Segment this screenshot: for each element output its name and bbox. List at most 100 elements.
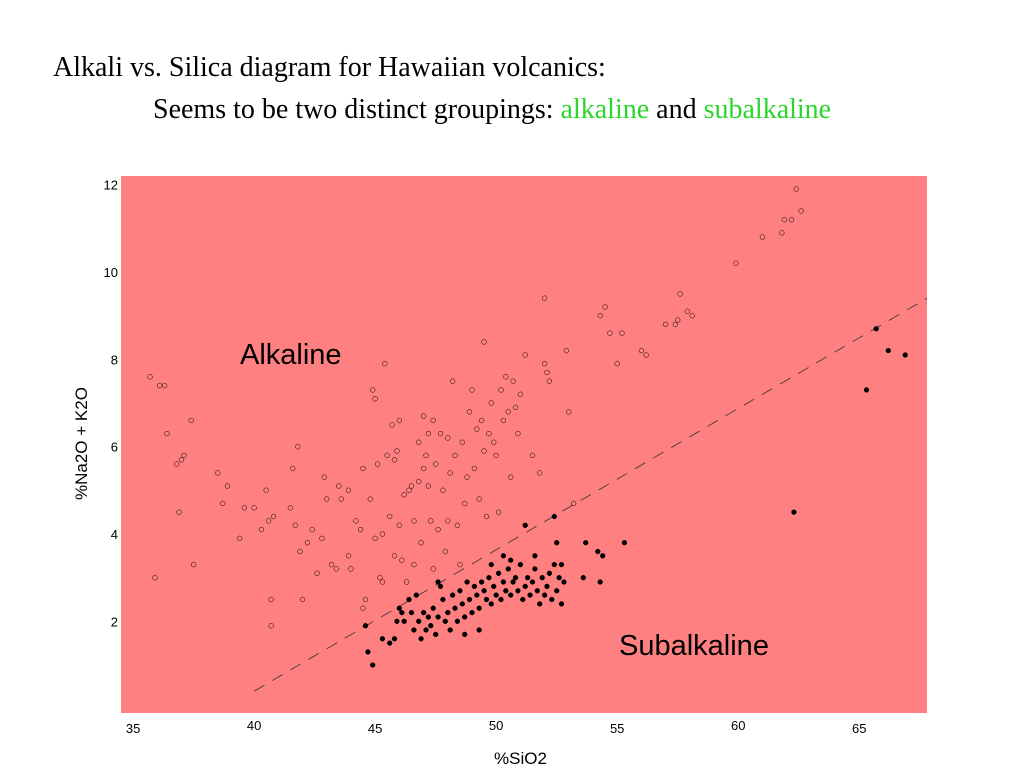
y-tick-label: 6 bbox=[111, 440, 118, 455]
scatter-points-group bbox=[147, 186, 908, 668]
alkaline-point bbox=[420, 465, 427, 472]
alkaline-point bbox=[321, 474, 327, 480]
alkaline-point bbox=[406, 487, 412, 493]
alkaline-point bbox=[607, 330, 613, 336]
alkaline-point bbox=[297, 548, 303, 555]
subalkaline-point bbox=[399, 609, 405, 616]
y-tick-label: 8 bbox=[111, 352, 118, 367]
subalkaline-point bbox=[481, 588, 487, 594]
alkaline-point bbox=[345, 487, 352, 493]
title-subalkaline-word: subalkaline bbox=[703, 94, 832, 125]
alkaline-point bbox=[401, 492, 407, 498]
subalkaline-point bbox=[435, 614, 441, 620]
alkaline-point bbox=[430, 566, 436, 572]
subalkaline-point bbox=[539, 575, 545, 581]
title-alkaline-word: alkaline bbox=[560, 94, 650, 125]
slide-title-line-1: Alkali vs. Silica diagram for Hawaiian v… bbox=[53, 52, 606, 83]
alkaline-point bbox=[452, 452, 458, 459]
alkaline-point bbox=[437, 430, 444, 437]
alkaline-point bbox=[503, 374, 509, 380]
alkaline-point bbox=[292, 522, 298, 528]
subalkaline-point bbox=[491, 583, 497, 590]
title-prefix: Seems to be two distinct groupings: bbox=[153, 94, 561, 125]
alkaline-point bbox=[566, 409, 572, 415]
subalkaline-point bbox=[791, 509, 797, 515]
alkaline-point bbox=[546, 378, 553, 384]
alkaline-point bbox=[360, 465, 366, 472]
alkaline-point bbox=[324, 496, 330, 502]
subalkaline-point bbox=[534, 588, 540, 594]
subalkaline-point bbox=[449, 592, 456, 598]
alkaline-point bbox=[793, 186, 799, 192]
alkaline-point bbox=[433, 461, 439, 467]
alkaline-point bbox=[672, 321, 678, 328]
subalkaline-point bbox=[462, 631, 468, 638]
alkaline-point bbox=[268, 623, 274, 629]
alkaline-point bbox=[462, 500, 468, 507]
alkaline-point bbox=[522, 352, 528, 358]
alkaline-point bbox=[464, 474, 470, 480]
subalkaline-point bbox=[556, 575, 562, 581]
alkaline-point bbox=[495, 509, 502, 515]
subalkaline-point bbox=[483, 596, 490, 603]
alkaline-point bbox=[512, 404, 519, 411]
subalkaline-point bbox=[508, 557, 514, 563]
alkaline-point bbox=[779, 230, 785, 236]
alkaline-point bbox=[372, 396, 378, 402]
annotation-subalkaline: Subalkaline bbox=[619, 630, 769, 662]
alkaline-point bbox=[367, 496, 373, 502]
alkaline-point bbox=[391, 553, 398, 559]
alkaline-point bbox=[675, 317, 681, 323]
alkaline-point bbox=[445, 435, 451, 441]
subalkaline-point bbox=[520, 596, 526, 603]
alkaline-point bbox=[314, 570, 320, 576]
alkaline-point bbox=[677, 291, 683, 297]
alkaline-point bbox=[602, 304, 608, 310]
subalkaline-point bbox=[508, 592, 514, 598]
alkaline-point bbox=[508, 474, 514, 480]
alkaline-point bbox=[643, 352, 649, 358]
subalkaline-point bbox=[510, 579, 516, 585]
subalkaline-point bbox=[445, 609, 451, 616]
alkaline-point bbox=[251, 505, 257, 511]
alkaline-point bbox=[382, 361, 388, 367]
subalkaline-point bbox=[425, 614, 432, 620]
alkaline-point bbox=[190, 561, 197, 568]
alkaline-point bbox=[638, 347, 645, 354]
subalkaline-point bbox=[580, 575, 586, 581]
subalkaline-point bbox=[430, 605, 436, 611]
alkaline-point bbox=[181, 452, 187, 459]
alkaline-point bbox=[357, 526, 364, 533]
subalkaline-point bbox=[524, 575, 531, 581]
subalkaline-point bbox=[476, 605, 482, 611]
alkaline-point bbox=[563, 347, 570, 354]
alkaline-point bbox=[425, 430, 432, 437]
alkaline-point bbox=[345, 553, 352, 559]
subalkaline-point bbox=[503, 588, 509, 594]
alkaline-point bbox=[270, 513, 277, 520]
alkaline-point bbox=[290, 465, 296, 472]
alkaline-point bbox=[174, 461, 180, 467]
alkaline-point bbox=[529, 452, 536, 459]
subalkaline-point bbox=[447, 627, 453, 633]
alkaline-point bbox=[241, 505, 248, 511]
x-tick-label: 65 bbox=[852, 721, 866, 736]
slide-title-line-2: Seems to be two distinct groupings: alka… bbox=[153, 94, 831, 126]
alkaline-point bbox=[781, 217, 787, 223]
subalkaline-point bbox=[365, 649, 371, 655]
subalkaline-point bbox=[486, 575, 492, 581]
alkaline-point bbox=[161, 382, 168, 389]
x-tick-label: 45 bbox=[368, 721, 382, 736]
y-tick-label: 12 bbox=[104, 178, 118, 193]
subalkaline-point bbox=[411, 627, 417, 633]
alkaline-point bbox=[224, 483, 231, 489]
alkaline-point bbox=[333, 566, 340, 572]
subalkaline-point bbox=[493, 592, 499, 598]
x-tick-label: 55 bbox=[610, 721, 624, 736]
alkaline-point bbox=[399, 557, 405, 563]
subalkaline-point bbox=[423, 627, 429, 633]
alkaline-point bbox=[377, 575, 383, 581]
subalkaline-point bbox=[464, 579, 470, 585]
alkaline-point bbox=[287, 505, 294, 511]
subalkaline-point bbox=[583, 540, 589, 546]
